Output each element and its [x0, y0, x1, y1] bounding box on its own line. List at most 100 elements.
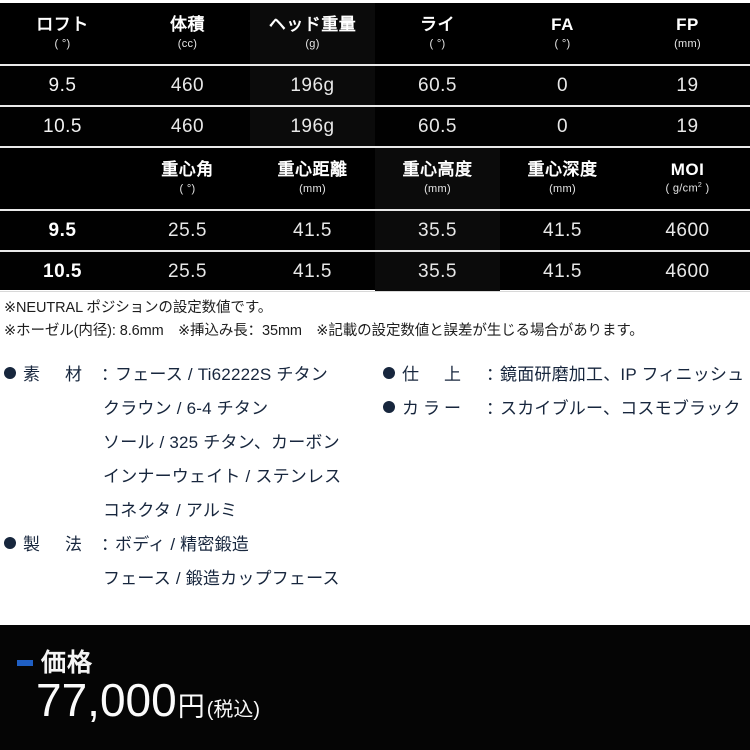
- table-row: 10.5 25.5 41.5 35.5 41.5 4600: [0, 252, 750, 291]
- column-header-unit: ( °): [554, 37, 571, 50]
- column-header-title: 重心距離: [277, 160, 348, 179]
- table-divider: [0, 105, 750, 107]
- price-tax-note: (税込): [206, 699, 261, 721]
- column-header-fa: FA ( °): [500, 3, 625, 64]
- table-row: 9.5 460 196g 60.5 0 19: [0, 66, 750, 105]
- cell-volume: 460: [170, 74, 205, 96]
- cell-cg-height: 35.5: [375, 252, 500, 291]
- bullet-icon: [383, 401, 395, 413]
- column-header-cg-depth: 重心深度 (mm): [500, 148, 625, 209]
- cell-cg-depth: 41.5: [543, 219, 582, 241]
- cell-loft: 10.5: [43, 115, 82, 137]
- column-header-unit: ( g/cm2 ): [665, 182, 710, 196]
- primary-spec-table-body: 9.5 460 196g 60.5 0 19: [0, 66, 750, 105]
- column-header-volume: 体積 (cc): [125, 3, 250, 64]
- table-divider: [0, 250, 750, 252]
- cell-cg-distance: 41.5: [293, 219, 332, 241]
- column-header-title: 重心高度: [402, 160, 473, 179]
- column-header-moi: MOI ( g/cm2 ): [625, 148, 750, 209]
- column-header-title: ロフト: [36, 15, 89, 34]
- spec-value: フェース / 鍛造カップフェース: [103, 569, 340, 588]
- cell-head-weight: 196g: [250, 107, 375, 146]
- cell-cg-distance: 41.5: [293, 260, 332, 282]
- table-divider: [0, 209, 750, 211]
- cell-fa: 0: [556, 115, 569, 137]
- spec-label: 仕 上: [402, 365, 465, 384]
- table-divider: [0, 146, 750, 148]
- column-header-title: MOI: [670, 159, 705, 179]
- column-header-title: FA: [551, 15, 574, 34]
- spec-value: 鏡面研磨加工、IP フィニッシュ: [500, 365, 745, 384]
- column-header-title: ライ: [420, 15, 455, 34]
- secondary-spec-table-body: 9.5 25.5 41.5 35.5 41.5 4600: [0, 211, 750, 250]
- column-header-cg-distance: 重心距離 (mm): [250, 148, 375, 209]
- cell-fa: 0: [556, 74, 569, 96]
- column-header-title: ヘッド重量: [268, 15, 357, 34]
- cell-fp: 19: [676, 115, 699, 137]
- price-amount: 77,000 円 (税込): [36, 677, 260, 724]
- price-heading: 価格: [17, 643, 93, 679]
- spec-row-construction: 製 法 ： ボディ / 精密鍛造: [4, 530, 386, 564]
- spec-row-material-inner-weight: インナーウェイト / ステンレス: [4, 462, 386, 496]
- cell-volume: 460: [170, 115, 205, 137]
- column-header-cg-angle: 重心角 ( °): [125, 148, 250, 209]
- column-header-blank: [0, 148, 125, 209]
- cell-lie: 60.5: [418, 115, 457, 137]
- cell-cg-depth: 41.5: [543, 260, 582, 282]
- price-number: 77,000: [36, 674, 177, 726]
- cell-loft: 9.5: [48, 74, 77, 96]
- table-header-row: ロフト ( °) 体積 (cc) ヘッド重量 (g) ライ ( °) FA: [0, 3, 750, 64]
- column-header-unit: (mm): [424, 182, 451, 195]
- table-row: 9.5 25.5 41.5 35.5 41.5 4600: [0, 211, 750, 250]
- price-label: 価格: [41, 649, 94, 677]
- notes-section: ※NEUTRAL ポジションの設定数値です。 ※ホーゼル(内径): 8.6mm …: [0, 292, 750, 344]
- spec-label: カラー: [402, 399, 465, 418]
- spec-column-right: 仕 上 ： 鏡面研磨加工、IP フィニッシュ カラー ： スカイブルー、コスモブ…: [383, 360, 750, 428]
- table-bottom-divider: [0, 291, 750, 292]
- spec-row-material-connector: コネクタ / アルミ: [4, 496, 386, 530]
- column-header-lie: ライ ( °): [375, 3, 500, 64]
- spec-row-construction-face: フェース / 鍛造カップフェース: [4, 564, 386, 598]
- spec-detail-section: 素 材 ： フェース / Ti62222S チタン クラウン / 6-4 チタン…: [0, 360, 750, 615]
- table-divider: [0, 64, 750, 66]
- price-currency: 円: [177, 692, 205, 722]
- cell-loft: 10.5: [43, 260, 82, 282]
- column-header-unit: ( °): [429, 37, 446, 50]
- primary-spec-table: ロフト ( °) 体積 (cc) ヘッド重量 (g) ライ ( °) FA: [0, 3, 750, 64]
- cell-cg-height: 35.5: [375, 211, 500, 250]
- column-header-unit: (cc): [177, 37, 198, 50]
- spec-row-material-sole: ソール / 325 チタン、カーボン: [4, 428, 386, 462]
- note-line-hosel-details: ※ホーゼル(内径): 8.6mm ※挿込み長：35mm ※記載の設定数値と誤差が…: [4, 323, 644, 340]
- column-header-title: 体積: [170, 15, 205, 34]
- column-header-unit: (mm): [549, 182, 576, 195]
- cell-lie: 60.5: [418, 74, 457, 96]
- table-header-row: 重心角 ( °) 重心距離 (mm) 重心高度 (mm) 重心深度 (mm) M…: [0, 148, 750, 209]
- spec-value: クラウン / 6-4 チタン: [103, 399, 269, 418]
- bullet-icon: [4, 537, 16, 549]
- secondary-spec-table: 重心角 ( °) 重心距離 (mm) 重心高度 (mm) 重心深度 (mm) M…: [0, 148, 750, 209]
- spec-label: 素 材: [23, 365, 86, 384]
- column-header-title: FP: [676, 15, 699, 34]
- cell-cg-angle: 25.5: [168, 219, 207, 241]
- accent-dash-icon: [17, 660, 33, 666]
- bullet-icon: [383, 367, 395, 379]
- spec-value: スカイブルー、コスモブラック: [500, 399, 741, 418]
- spec-colon: ：: [101, 535, 118, 554]
- note-line-neutral-position: ※NEUTRAL ポジションの設定数値です。: [4, 300, 273, 316]
- column-header-unit: (mm): [299, 182, 326, 195]
- column-header-title: 重心深度: [527, 160, 598, 179]
- cell-moi: 4600: [665, 219, 710, 241]
- column-header-loft: ロフト ( °): [0, 3, 125, 64]
- table-row: 10.5 460 196g 60.5 0 19: [0, 107, 750, 146]
- spec-row-material: 素 材 ： フェース / Ti62222S チタン: [4, 360, 386, 394]
- column-header-head-weight: ヘッド重量 (g): [250, 3, 375, 64]
- cell-moi: 4600: [665, 260, 710, 282]
- spec-row-finish: 仕 上 ： 鏡面研磨加工、IP フィニッシュ: [383, 360, 750, 394]
- spec-value: ソール / 325 チタン、カーボン: [103, 433, 340, 452]
- secondary-spec-table-body-2: 10.5 25.5 41.5 35.5 41.5 4600: [0, 252, 750, 291]
- price-banner: 価格 77,000 円 (税込): [0, 625, 750, 750]
- column-header-cg-height: 重心高度 (mm): [375, 148, 500, 209]
- column-header-unit: ( °): [54, 37, 71, 50]
- spec-value: ボディ / 精密鍛造: [115, 535, 249, 554]
